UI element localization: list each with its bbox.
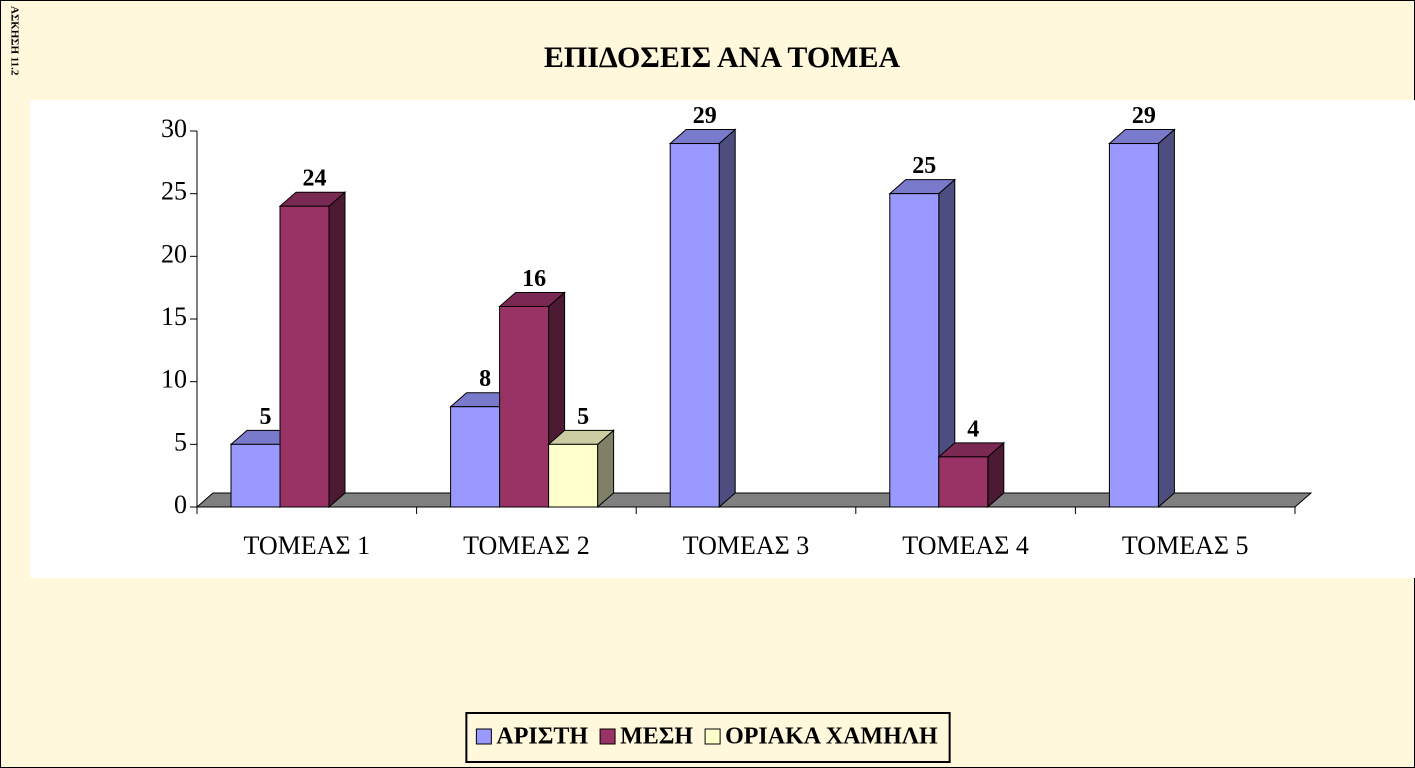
bar-front: [669, 143, 720, 508]
y-tick-label: 25: [161, 177, 187, 206]
data-label: 8: [479, 366, 491, 392]
bar-side: [718, 128, 736, 509]
legend-swatch: [704, 728, 721, 745]
chart-title: ΕΠΙΔΟΣΕΙΣ ΑΝΑ ΤΟΜΕΑ: [544, 41, 901, 74]
sheet-label: ΑΣΚΗΣΗ 11.2: [8, 6, 20, 76]
data-label: 4: [967, 416, 979, 442]
data-label: 24: [303, 166, 327, 192]
y-tick-label: 0: [174, 490, 187, 519]
y-tick-label: 20: [161, 239, 187, 268]
bar-front: [499, 305, 550, 508]
legend-swatch: [599, 728, 616, 745]
y-tick-label: 5: [174, 427, 187, 456]
bar-front: [1108, 143, 1159, 508]
y-tick-label: 15: [161, 302, 187, 331]
bar-front: [938, 456, 989, 508]
x-tick-label: ΤΟΜΕΑΣ 3: [683, 531, 810, 560]
data-label: 29: [1132, 103, 1156, 129]
bar-front: [450, 406, 501, 508]
bar: [1108, 128, 1176, 509]
data-label: 29: [693, 103, 717, 129]
legend-label: ΟΡΙΑΚΑ ΧΑΜΗΛΗ: [725, 724, 938, 750]
data-label: 5: [577, 404, 589, 430]
data-label: 25: [912, 153, 936, 179]
bar-front: [230, 443, 281, 508]
bar-front: [889, 193, 940, 508]
bar: [937, 441, 1006, 509]
bar: [668, 128, 737, 509]
data-label: 5: [260, 404, 272, 430]
bar-side: [328, 191, 346, 509]
bar: [278, 191, 347, 509]
bar-front: [279, 205, 330, 508]
bar: [547, 429, 615, 509]
bar-front: [548, 443, 599, 508]
legend-label: ΜΕΣΗ: [620, 724, 693, 750]
legend-label: ΑΡΙΣΤΗ: [496, 724, 588, 750]
x-tick-label: ΤΟΜΕΑΣ 5: [1122, 531, 1249, 560]
bar: [888, 178, 957, 509]
data-label: 16: [522, 266, 546, 292]
y-tick-label: 10: [161, 365, 187, 394]
x-tick-label: ΤΟΜΕΑΣ 2: [463, 531, 590, 560]
legend-swatch: [475, 728, 492, 745]
y-tick-label: 30: [161, 114, 187, 143]
bar-side: [1157, 128, 1175, 509]
x-tick-label: ΤΟΜΕΑΣ 1: [243, 531, 370, 560]
x-tick-label: ΤΟΜΕΑΣ 4: [902, 531, 1029, 560]
